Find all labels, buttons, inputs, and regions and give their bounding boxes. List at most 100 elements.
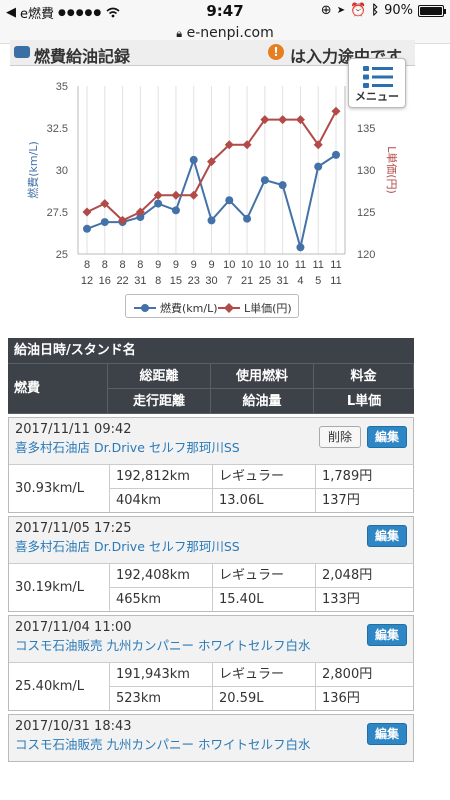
url-domain[interactable]: e-nenpi.com: [186, 25, 274, 41]
x-tick-day: 4: [297, 275, 303, 287]
legend-label-unit-price: L単価(円): [244, 302, 292, 315]
record-fuel-amount: 15.40L: [212, 587, 315, 611]
left-tick-label: 35: [56, 81, 68, 93]
edit-button[interactable]: 編集: [366, 624, 407, 646]
record-station-link[interactable]: コスモ石油販売 九州カンパニー ホワイトセルフ白水: [15, 737, 311, 752]
legend-circle-marker-icon: [134, 304, 156, 312]
edit-button[interactable]: 編集: [366, 525, 407, 547]
efficiency-point: [243, 214, 252, 223]
legend-label-efficiency: 燃費(km/L): [160, 302, 218, 315]
record-total-distance: 192,812km: [109, 464, 212, 488]
left-tick-label: 25: [56, 249, 68, 261]
x-tick-month: 9: [208, 259, 214, 271]
header-title: 給油日時/スタンド名: [8, 338, 414, 364]
x-tick-day: 31: [277, 275, 289, 287]
header-total-distance: 総距離: [108, 364, 211, 389]
efficiency-point: [296, 243, 305, 252]
record-details: 30.93km/L 192,812km レギュラー 1,789円 404km 1…: [9, 464, 414, 512]
right-tick-label: 125: [357, 207, 375, 219]
delete-button[interactable]: 削除: [318, 426, 361, 448]
menu-icon: [363, 66, 393, 88]
record-fuel-type: レギュラー: [212, 662, 315, 686]
unit-price-point: [260, 115, 270, 125]
left-axis-title: 燃費(km/L): [26, 141, 40, 199]
efficiency-point: [100, 218, 109, 227]
efficiency-point: [225, 196, 234, 205]
bluetooth-icon: ᛒ: [371, 3, 380, 18]
unit-price-point: [171, 190, 181, 200]
x-tick-day: 11: [330, 275, 341, 287]
x-tick-month: 8: [120, 259, 126, 271]
x-tick-day: 8: [155, 275, 161, 287]
record-details: 30.19km/L 192,408km レギュラー 2,048円 465km 1…: [9, 563, 414, 611]
back-chevron-icon[interactable]: ◀: [6, 5, 16, 20]
orientation-lock-icon: ⊕: [320, 3, 332, 18]
record-fuel-type: レギュラー: [212, 563, 315, 587]
record-header: 2017/10/31 18:43 コスモ石油販売 九州カンパニー ホワイトセルフ…: [9, 715, 413, 761]
record-station-link[interactable]: コスモ石油販売 九州カンパニー ホワイトセルフ白水: [15, 638, 311, 653]
header-fuel-efficiency: 燃費: [8, 364, 108, 414]
edit-button[interactable]: 編集: [366, 723, 407, 745]
record-efficiency: 25.40km/L: [9, 662, 109, 710]
record-header: 2017/11/11 09:42 喜多村石油店 Dr.Drive セルフ那珂川S…: [9, 418, 413, 464]
back-app-label[interactable]: e燃費: [20, 7, 54, 22]
x-tick-day: 30: [205, 275, 217, 287]
record-station-link[interactable]: 喜多村石油店 Dr.Drive セルフ那珂川SS: [15, 539, 240, 554]
unit-price-point: [224, 140, 234, 150]
x-tick-month: 11: [295, 259, 306, 271]
unit-price-point: [242, 140, 252, 150]
signal-icon: ●●●●●: [58, 7, 103, 18]
x-tick-month: 9: [173, 259, 179, 271]
x-tick-month: 11: [330, 259, 341, 271]
unit-price-point: [313, 140, 323, 150]
efficiency-point: [136, 213, 145, 222]
record-item: 2017/11/11 09:42 喜多村石油店 Dr.Drive セルフ那珂川S…: [8, 417, 414, 513]
x-tick-day: 15: [170, 275, 182, 287]
header-unit-price: L単価: [314, 389, 414, 414]
battery-percent: 90%: [384, 3, 413, 18]
efficiency-point: [260, 176, 269, 185]
alarm-icon: ⏰: [350, 3, 367, 18]
x-tick-day: 5: [315, 275, 321, 287]
unit-price-point: [189, 190, 199, 200]
x-tick-day: 16: [99, 275, 111, 287]
x-tick-day: 21: [241, 275, 253, 287]
x-tick-month: 9: [155, 259, 161, 271]
record-fuel-amount: 20.59L: [212, 686, 315, 710]
record-station-link[interactable]: 喜多村石油店 Dr.Drive セルフ那珂川SS: [15, 440, 240, 455]
table-header: 給油日時/スタンド名 燃費 総距離 使用燃料 料金 走行距離 給油量 L単価: [8, 338, 414, 414]
record-total-distance: 192,408km: [109, 563, 212, 587]
left-tick-label: 27.5: [47, 207, 68, 219]
edit-button[interactable]: 編集: [366, 426, 407, 448]
efficiency-point: [314, 162, 323, 171]
record-datetime: 2017/11/11 09:42: [15, 422, 132, 437]
x-tick-day: 12: [81, 275, 93, 287]
record-unit-price: 136円: [315, 686, 414, 710]
x-tick-day: 22: [116, 275, 128, 287]
record-item: 2017/10/31 18:43 コスモ石油販売 九州カンパニー ホワイトセルフ…: [8, 714, 414, 762]
efficiency-point: [83, 224, 91, 233]
battery-level: [420, 6, 442, 15]
menu-button[interactable]: メニュー: [348, 58, 406, 108]
unit-price-point: [118, 215, 128, 225]
record-details: 25.40km/L 191,943km レギュラー 2,800円 523km 2…: [9, 662, 414, 710]
fuel-chart: 25 27.5 30 32.5 35 120 125 130 135 燃費(km/L) L単価(円)…: [0, 66, 450, 326]
efficiency-point: [332, 150, 340, 159]
efficiency-point: [171, 206, 180, 215]
unit-price-point: [278, 115, 288, 125]
unit-price-point: [82, 207, 92, 217]
record-unit-price: 133円: [315, 587, 414, 611]
legend-item-unit-price: L単価(円): [218, 300, 292, 316]
x-tick-month: 8: [102, 259, 108, 271]
efficiency-point: [189, 155, 198, 164]
x-tick-day: 23: [188, 275, 200, 287]
record-datetime: 2017/11/05 17:25: [15, 521, 132, 536]
x-tick-month: 10: [241, 259, 253, 271]
header-trip-distance: 走行距離: [108, 389, 211, 414]
left-tick-label: 32.5: [47, 123, 68, 135]
legend-item-efficiency: 燃費(km/L): [134, 300, 218, 316]
x-tick-month: 8: [84, 259, 90, 271]
right-axis-title: L単価(円): [385, 146, 399, 194]
efficiency-point: [154, 199, 163, 208]
